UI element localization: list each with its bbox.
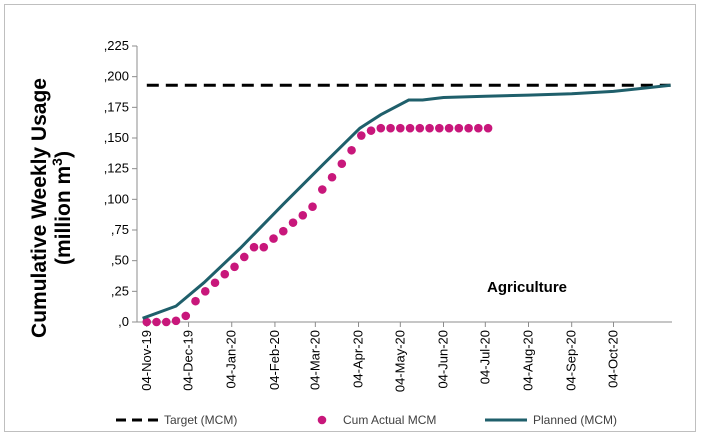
y-tick-label: ,200 [104, 69, 129, 84]
x-tick-label: 04-Jun-20 [436, 330, 451, 389]
y-axis-title: Cumulative Weekly Usage (million m3) [28, 78, 75, 338]
chart-frame [4, 4, 696, 432]
cum-actual-point [357, 131, 366, 140]
x-tick-label: 04-Feb-20 [267, 330, 282, 390]
y-tick-label: ,225 [104, 38, 129, 53]
cum-actual-point [337, 159, 347, 169]
y-axis-title-line2: (million m3) [49, 151, 75, 265]
cum-actual-point [317, 185, 327, 194]
x-tick-label: 04-Sep-20 [564, 330, 579, 391]
cum-actual-point [464, 123, 473, 133]
cum-actual-point [181, 311, 191, 321]
x-tick-label: 04-Dec-19 [181, 330, 196, 391]
cum-actual-point [405, 123, 415, 133]
cum-actual-point [259, 242, 269, 252]
cum-actual-point [376, 123, 386, 133]
legend-label-cum-actual: Cum Actual MCM [343, 413, 436, 427]
x-tick-label: 04-Nov-19 [139, 330, 154, 391]
x-tick-label: 04-Apr-20 [351, 330, 366, 388]
cum-actual-point [435, 123, 444, 133]
cum-actual-point [161, 317, 171, 327]
cum-actual-point [308, 202, 317, 211]
cum-actual-point [474, 123, 483, 133]
planned-line [142, 83, 671, 320]
cum-actual-point [327, 172, 337, 182]
annotation-label: Agriculture [487, 279, 567, 296]
x-tick-label: 04-Aug-20 [520, 330, 535, 391]
legend-label-planned: Planned (MCM) [533, 413, 617, 427]
cum-actual-point [269, 234, 278, 243]
cum-actual-point [239, 252, 249, 262]
cum-actual-point [288, 218, 298, 227]
x-tick-label: 04-Mar-20 [307, 330, 322, 390]
cum-actual-point [249, 242, 259, 252]
cum-actual-point [230, 262, 239, 272]
cum-actual-point [454, 123, 464, 133]
y-tick-label: ,75 [111, 222, 129, 237]
x-tick-label: 04-Oct-20 [605, 330, 620, 388]
y-tick-label: ,0 [118, 314, 129, 329]
cum-actual-point [278, 226, 288, 236]
y-axis-title-line1: Cumulative Weekly Usage [28, 78, 51, 338]
y-tick-label: ,100 [104, 191, 129, 206]
cum-actual-point [152, 317, 161, 327]
cum-actual-point [200, 287, 210, 296]
cum-actual-point [347, 145, 356, 155]
y-axis-title-superscript: 3 [49, 158, 65, 166]
cum-actual-point [298, 210, 308, 220]
cum-actual-point [366, 126, 376, 135]
cum-actual-point [483, 123, 493, 133]
cum-actual-point [425, 123, 434, 133]
legend-marker-cum-actual [317, 415, 327, 425]
legend: Target (MCM) Cum Actual MCM Planned (MCM) [116, 413, 617, 427]
y-axis-title-unit: (million m [52, 166, 75, 265]
cum-actual-point [142, 317, 152, 327]
x-tick-label: 04-Jul-20 [477, 330, 492, 384]
x-tick-label: 04-Jan-20 [224, 330, 239, 389]
cum-actual-point [415, 123, 425, 133]
y-tick-label: ,150 [104, 130, 129, 145]
y-axis-title-close: ) [52, 151, 75, 158]
y-tick-label: ,125 [104, 161, 129, 176]
cum-actual-point [444, 123, 454, 133]
y-tick-label: ,50 [111, 253, 129, 268]
y-tick-label: ,175 [104, 99, 129, 114]
legend-label-target: Target (MCM) [164, 413, 237, 427]
cum-actual-point [210, 278, 220, 288]
cum-actual-point [386, 123, 395, 133]
cum-actual-point [396, 123, 405, 133]
plot-area: ,0 ,25 ,50 ,75 ,100 ,125 ,150 ,175 ,200 ,225 04-No… [104, 38, 672, 392]
annotation-box [462, 268, 592, 304]
cum-actual-point [220, 269, 230, 279]
y-tick-label: ,25 [111, 283, 129, 298]
x-tick-label: 04-May-20 [392, 330, 407, 392]
cum-actual-point [171, 316, 181, 326]
cum-actual-point [191, 296, 200, 306]
